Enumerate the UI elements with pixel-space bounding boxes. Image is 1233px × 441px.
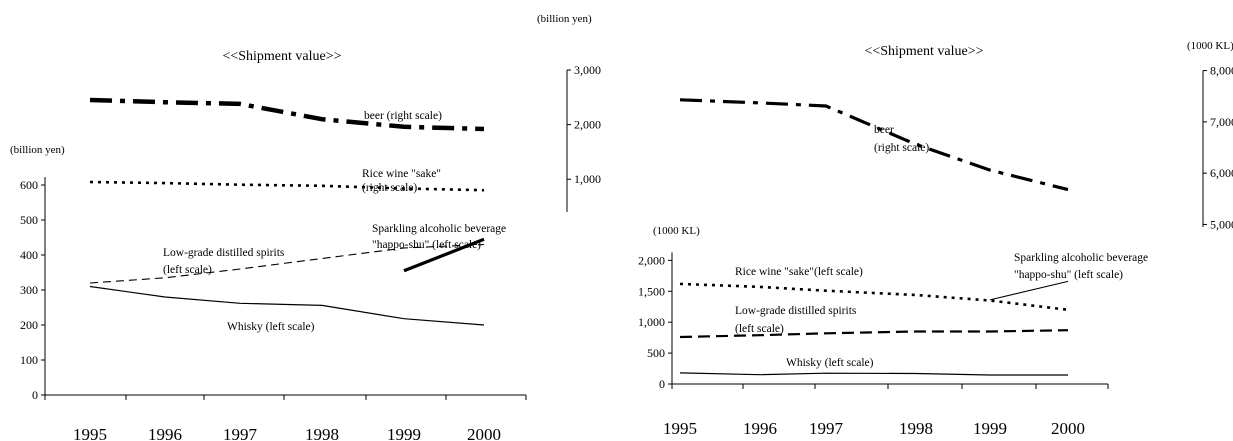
chart1-series-rice-wine-sake-right-sca (89, 180, 485, 192)
chart1-year-label: 1999 (387, 425, 421, 441)
chart1-left-tick-label: 400 (20, 248, 38, 262)
chart2-label-low-grade-line1: Low-grade distilled spirits (735, 305, 857, 317)
chart2-year-label: 1997 (809, 419, 844, 438)
chart1-left-tick-label: 0 (32, 388, 38, 402)
chart2-year-label: 2000 (1051, 419, 1085, 438)
chart2-series-sparkling-alcoholic-beve (989, 280, 1069, 301)
chart2-left-tick-label: 1,000 (638, 315, 665, 329)
chart2-label-happo-line1: Sparkling alcoholic beverage (1014, 252, 1148, 264)
chart2-series-beer-right-scale (679, 98, 1069, 192)
chart1-left-tick-label: 500 (20, 213, 38, 227)
chart1-series-whisky-left-scale (89, 285, 485, 326)
chart2-label-happo-line2: "happo-shu" (left scale) (1014, 269, 1123, 281)
chart2-year-label: 1995 (663, 419, 697, 438)
chart2-right-tick-label: 5,000 (1210, 217, 1233, 231)
chart1-label-low-grade-line2: (left scale) (163, 264, 212, 276)
chart2-right-tick-label: 8,000 (1210, 64, 1233, 78)
chart2-series-whisky-left-scale (679, 372, 1068, 376)
chart2-label-sake: Rice wine "sake"(left scale) (735, 266, 863, 278)
chart2-label-whisky: Whisky (left scale) (786, 357, 874, 369)
chart2-label-beer-line2: (right scale) (874, 142, 929, 154)
chart2-year-label: 1998 (899, 419, 933, 438)
chart2-left-unit: (1000 KL) (653, 225, 700, 237)
chart1-left-tick-label: 100 (20, 353, 38, 367)
chart1-label-low-grade-line1: Low-grade distilled spirits (163, 247, 285, 259)
chart1-year-label: 1996 (148, 425, 182, 441)
chart1-label-happo-line1: Sparkling alcoholic beverage (372, 223, 506, 235)
chart1-right-tick-label: 3,000 (574, 63, 601, 77)
chart1-right-tick-label: 1,000 (574, 172, 601, 186)
chart1-label-happo-line2: "happo-shu" (left scale) (372, 239, 481, 251)
chart2-right-tick-label: 7,000 (1210, 115, 1233, 129)
chart1-left-tick-label: 600 (20, 178, 38, 192)
chart1-series-low-grade-distilled-spir (89, 243, 485, 284)
chart2-title: <<Shipment value>> (864, 44, 983, 59)
chart2-series-rice-wine-sake-left-scal (679, 282, 1069, 312)
chart2-left-tick-label: 0 (659, 377, 665, 391)
chart1-label-beer: beer (right scale) (364, 110, 442, 122)
chart2-left-tick-label: 2,000 (638, 253, 665, 267)
chart2-left-tick-label: 500 (647, 346, 665, 360)
chart1-series-sparkling-alcoholic-beve (403, 237, 485, 273)
chart1-left-unit: (billion yen) (10, 144, 65, 156)
chart2-year-label: 1996 (743, 419, 777, 438)
chart2-series-low-grade-distilled-spir (679, 329, 1069, 339)
chart1-year-label: 1997 (223, 425, 258, 441)
chart1-year-label: 1998 (305, 425, 339, 441)
chart2-right-unit: (1000 KL) (1187, 40, 1233, 52)
chart2-year-label: 1999 (973, 419, 1007, 438)
chart1-left-tick-label: 300 (20, 283, 38, 297)
chart1-label-sake-line1: Rice wine "sake" (362, 168, 441, 180)
chart2-label-low-grade-line2: (left scale) (735, 323, 784, 335)
chart1-label-whisky: Whisky (left scale) (227, 321, 315, 333)
chart1-right-tick-label: 2,000 (574, 118, 601, 132)
chart1-title: <<Shipment value>> (222, 49, 341, 64)
chart1-year-label: 1995 (73, 425, 107, 441)
chart2-right-tick-label: 6,000 (1210, 166, 1233, 180)
chart1-right-unit: (billion yen) (537, 13, 592, 25)
chart2-left-tick-label: 1,500 (638, 284, 665, 298)
chart1-year-label: 2000 (467, 425, 501, 441)
chart1-left-tick-label: 200 (20, 318, 38, 332)
chart1-series-beer-right-scale (89, 97, 485, 132)
chart1-label-sake-line2: (right scale) (362, 182, 417, 194)
